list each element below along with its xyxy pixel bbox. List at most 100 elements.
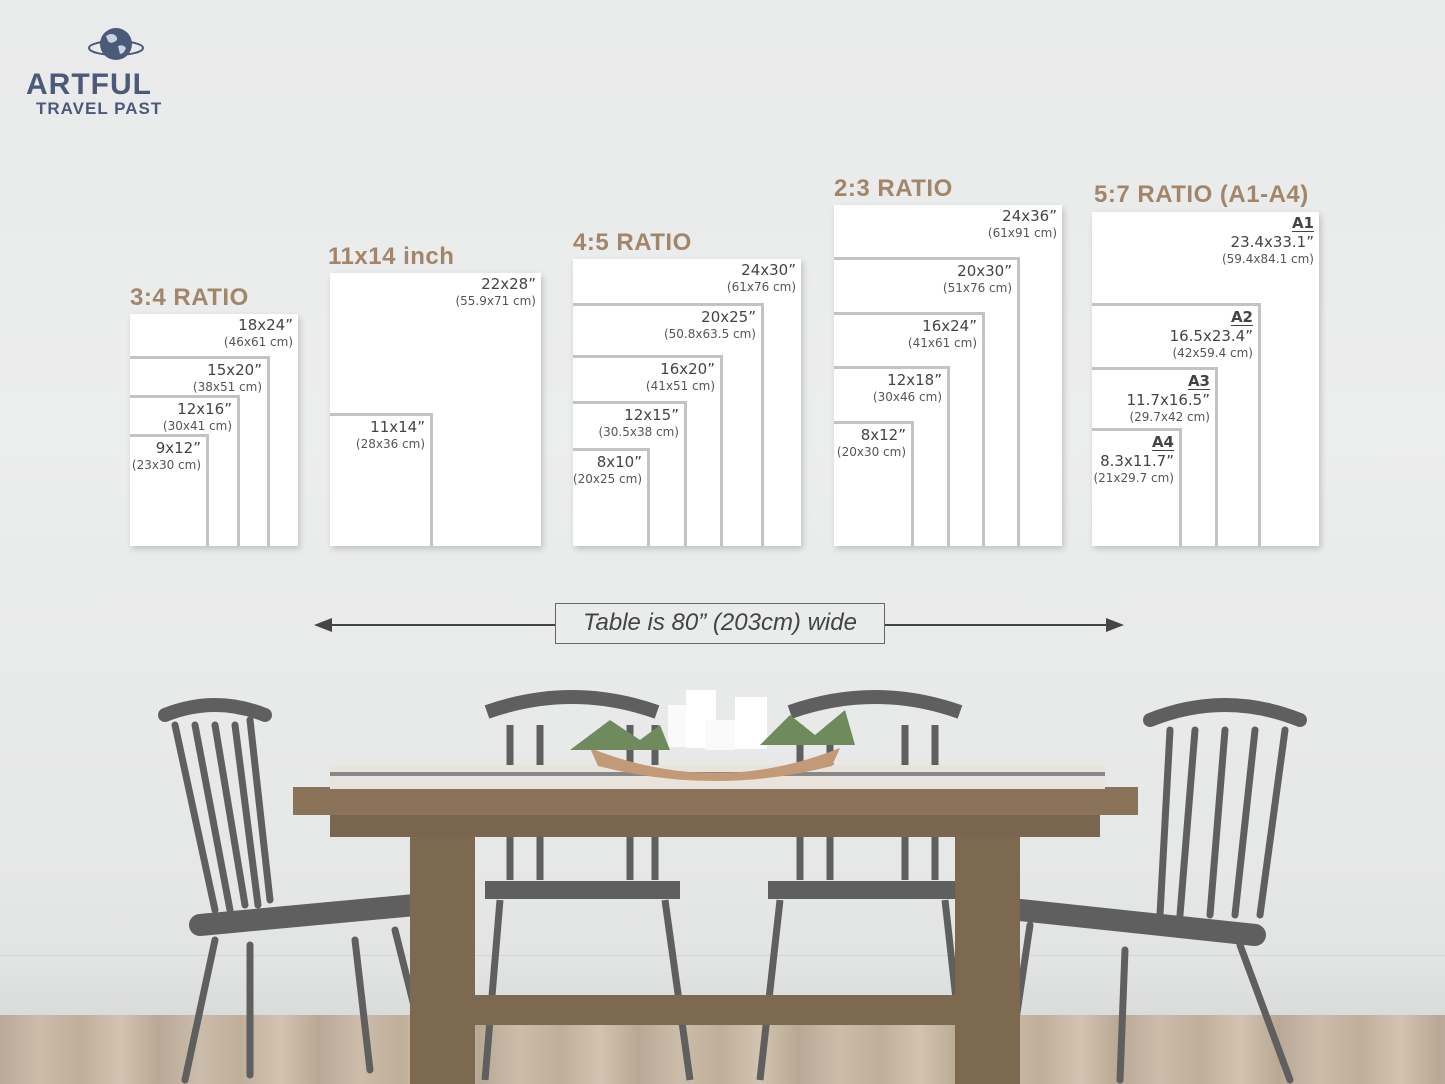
print-frame: 16x24” (41x61 cm): [834, 312, 985, 546]
print-frame: 20x30” (51x76 cm): [834, 257, 1020, 546]
print-frame: 22x28” (55.9x71 cm): [330, 273, 541, 546]
print-frame: 15x20” (38x51 cm): [130, 356, 270, 546]
size-label: 11x14” (28x36 cm): [356, 418, 425, 452]
size-inches: 24x36”: [1002, 207, 1057, 225]
size-cm: (20x25 cm): [572, 472, 642, 486]
paper-size-name: A4: [1151, 433, 1174, 451]
group-title: 5:7 RATIO (A1-A4): [1094, 181, 1309, 208]
print-frame: 16x20” (41x51 cm): [573, 355, 723, 546]
paper-size-name: A3: [1187, 372, 1210, 390]
size-cm: (51x76 cm): [942, 281, 1012, 295]
size-cm: (61x76 cm): [726, 280, 796, 294]
paper-size-name: A1: [1291, 214, 1314, 232]
print-frame: A3 11.7x16.5” (29.7x42 cm): [1092, 367, 1218, 546]
print-frame: 12x15” (30.5x38 cm): [573, 401, 687, 546]
logo-line2: TRAVEL PAST: [36, 99, 163, 118]
arrow-right-icon: [1106, 618, 1124, 632]
size-cm: (29.7x42 cm): [1129, 410, 1210, 424]
size-inches: 20x30”: [957, 262, 1012, 280]
size-label: 12x15” (30.5x38 cm): [598, 406, 679, 440]
size-inches: 22x28”: [481, 275, 536, 293]
size-inches: 20x25”: [701, 308, 756, 326]
size-label: A1 23.4x33.1” (59.4x84.1 cm): [1222, 214, 1314, 267]
size-label: 20x30” (51x76 cm): [943, 262, 1012, 296]
group-title: 11x14 inch: [328, 243, 455, 270]
chair-right: [1006, 698, 1307, 1084]
print-frame: 20x25” (50.8x63.5 cm): [573, 303, 764, 546]
print-frame: 8x10” (20x25 cm): [573, 448, 650, 546]
size-inches: 18x24”: [238, 316, 293, 334]
size-inches: 11.7x16.5”: [1126, 391, 1210, 409]
size-label: 8x10” (20x25 cm): [573, 453, 642, 487]
dining-table: [293, 765, 1138, 1084]
size-inches: 12x15”: [624, 406, 679, 424]
size-cm: (20x30 cm): [836, 445, 906, 459]
size-cm: (30x41 cm): [162, 419, 232, 433]
size-inches: 12x18”: [887, 371, 942, 389]
size-cm: (28x36 cm): [355, 437, 425, 451]
size-label: A2 16.5x23.4” (42x59.4 cm): [1170, 308, 1253, 361]
print-frame: 8x12” (20x30 cm): [834, 421, 914, 546]
size-cm: (23x30 cm): [131, 458, 201, 472]
size-inches: 16.5x23.4”: [1169, 327, 1253, 345]
table-width-label: Table is 80” (203cm) wide: [555, 603, 885, 644]
print-frame: A4 8.3x11.7” (21x29.7 cm): [1092, 428, 1182, 546]
size-label: 8x12” (20x30 cm): [837, 426, 906, 460]
size-cm: (50.8x63.5 cm): [663, 327, 756, 341]
print-frame: 12x16” (30x41 cm): [130, 395, 240, 546]
size-label: 16x20” (41x51 cm): [646, 360, 715, 394]
centerpiece: [570, 690, 855, 781]
size-inches: 8x10”: [596, 453, 642, 471]
size-inches: 24x30”: [741, 261, 796, 279]
size-cm: (46x61 cm): [223, 335, 293, 349]
wooden-floor: [0, 1015, 1445, 1084]
size-inches: 16x20”: [660, 360, 715, 378]
size-cm: (42x59.4 cm): [1172, 346, 1253, 360]
width-arrow-left: [325, 624, 555, 626]
size-inches: 16x24”: [922, 317, 977, 335]
globe-icon: [88, 28, 144, 60]
group-title: 3:4 RATIO: [130, 284, 249, 311]
size-label: 16x24” (41x61 cm): [908, 317, 977, 351]
size-inches: 9x12”: [155, 439, 201, 457]
paper-size-name: A2: [1230, 308, 1253, 326]
width-arrow-right: [885, 624, 1113, 626]
size-label: 18x24” (46x61 cm): [224, 316, 293, 350]
logo-line1: ARTFUL: [26, 68, 152, 101]
size-cm: (38x51 cm): [192, 380, 262, 394]
print-frame: 9x12” (23x30 cm): [130, 434, 209, 546]
print-frame: 18x24” (46x61 cm): [130, 314, 298, 546]
group-title: 2:3 RATIO: [834, 175, 953, 202]
size-cm: (55.9x71 cm): [455, 294, 536, 308]
group-title: 4:5 RATIO: [573, 229, 692, 256]
arrow-left-icon: [314, 618, 332, 632]
print-frame: 12x18” (30x46 cm): [834, 366, 950, 546]
size-cm: (30.5x38 cm): [598, 425, 679, 439]
size-inches: 11x14”: [370, 418, 425, 436]
print-frame: A1 23.4x33.1” (59.4x84.1 cm): [1092, 212, 1319, 546]
size-label: A4 8.3x11.7” (21x29.7 cm): [1093, 433, 1174, 486]
print-frame: A2 16.5x23.4” (42x59.4 cm): [1092, 303, 1261, 546]
size-inches: 12x16”: [177, 400, 232, 418]
size-cm: (30x46 cm): [872, 390, 942, 404]
size-inches: 8.3x11.7”: [1100, 452, 1174, 470]
size-cm: (41x61 cm): [907, 336, 977, 350]
size-cm: (41x51 cm): [645, 379, 715, 393]
size-label: 24x36” (61x91 cm): [988, 207, 1057, 241]
size-label: 20x25” (50.8x63.5 cm): [664, 308, 756, 342]
size-inches: 15x20”: [207, 361, 262, 379]
size-label: 12x16” (30x41 cm): [163, 400, 232, 434]
size-cm: (59.4x84.1 cm): [1221, 252, 1314, 266]
print-frame: 11x14” (28x36 cm): [330, 413, 433, 546]
size-label: A3 11.7x16.5” (29.7x42 cm): [1127, 372, 1210, 425]
size-label: 22x28” (55.9x71 cm): [455, 275, 536, 309]
size-label: 15x20” (38x51 cm): [193, 361, 262, 395]
size-cm: (61x91 cm): [987, 226, 1057, 240]
size-label: 9x12” (23x30 cm): [132, 439, 201, 473]
chair-left: [158, 698, 426, 1084]
size-label: 12x18” (30x46 cm): [873, 371, 942, 405]
size-cm: (21x29.7 cm): [1093, 471, 1174, 485]
size-label: 24x30” (61x76 cm): [727, 261, 796, 295]
logo: ARTFUL TRAVEL PAST: [26, 26, 196, 118]
